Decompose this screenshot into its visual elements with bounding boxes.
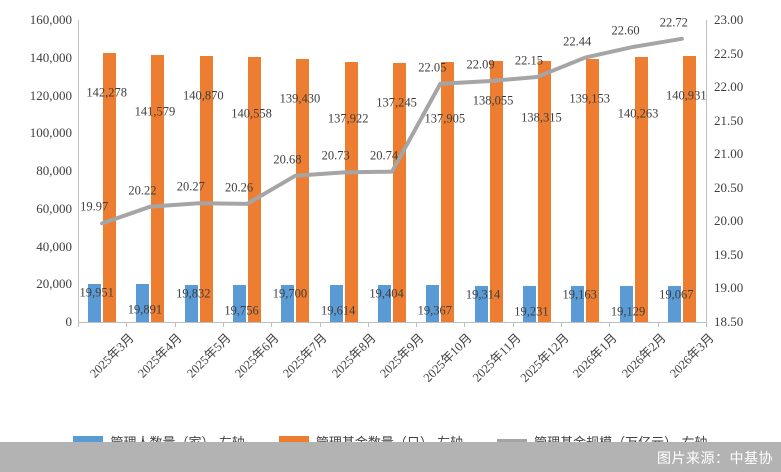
bar <box>393 62 406 322</box>
x-axis-tick <box>512 322 514 327</box>
bar <box>136 284 150 322</box>
right-axis-tick-label: 21.00 <box>714 146 744 162</box>
bar <box>426 285 440 322</box>
right-axis-tick-label: 22.50 <box>714 45 744 61</box>
left-axis-tick-label: 40,000 <box>36 238 72 254</box>
legend-line-swatch-icon <box>497 439 528 443</box>
x-axis-tick <box>271 322 273 327</box>
bar <box>522 285 536 322</box>
bar <box>667 286 681 322</box>
bar <box>184 284 198 322</box>
bar <box>634 57 648 322</box>
left-axis-tick-label: 0 <box>65 314 73 329</box>
line-series <box>100 36 684 226</box>
category-label: 2025年11月 <box>469 330 524 385</box>
x-axis-tick <box>657 322 659 327</box>
left-axis-tick-label: 120,000 <box>29 87 72 103</box>
bar <box>88 284 102 322</box>
category-label: 2025年6月 <box>232 330 282 381</box>
source-watermark: 图片来源：中基协 <box>657 450 773 466</box>
bar <box>489 61 503 322</box>
bar <box>151 54 165 322</box>
x-axis-tick <box>706 322 707 327</box>
right-axis-tick-label: 20.00 <box>714 213 744 229</box>
category-label: 2025年3月 <box>87 330 137 381</box>
right-axis-tick-label: 21.50 <box>714 112 744 128</box>
category-label: 2026年2月 <box>618 330 669 381</box>
bar <box>682 56 696 322</box>
right-axis-tick-label: 20.50 <box>714 179 744 195</box>
left-axis-tick-label: 160,000 <box>29 12 72 27</box>
category-label: 2025年10月 <box>420 330 476 385</box>
category-label: 2025年8月 <box>328 330 379 381</box>
x-axis-tick <box>222 322 224 327</box>
category-axis-labels: 2025年3月 2025年4月 2025年5月 2025年6月 2025年7月 2025年… <box>78 328 716 420</box>
category-label: 2025年7月 <box>280 330 331 381</box>
x-axis-tick <box>609 322 611 327</box>
x-axis-tick <box>174 322 176 327</box>
x-axis-tick <box>319 322 321 327</box>
bar <box>296 58 310 322</box>
bar <box>344 61 358 322</box>
bar <box>571 285 585 322</box>
plot-area: 19,951 19,891 19,832 19,756 19,700 19,614 19,4… <box>78 15 707 322</box>
bar <box>619 285 633 322</box>
x-axis-tick <box>561 322 563 327</box>
category-label: 2025年4月 <box>135 330 186 381</box>
right-axis-line <box>706 20 707 323</box>
x-axis-tick <box>78 322 79 327</box>
right-axis-tick-label: 18.50 <box>714 314 744 329</box>
bar <box>103 53 117 322</box>
legend-bar-swatch-icon <box>278 435 309 447</box>
category-label: 2026年3月 <box>666 330 717 381</box>
bar <box>537 60 551 322</box>
x-axis-tick <box>367 322 369 327</box>
category-label: 2025年5月 <box>183 330 234 381</box>
bar <box>586 59 600 322</box>
x-axis-tick <box>464 322 466 327</box>
bar <box>233 284 247 322</box>
x-axis-tick <box>126 322 128 327</box>
footer-band <box>0 442 781 472</box>
x-axis-tick <box>416 322 418 327</box>
bar <box>378 285 391 322</box>
left-axis-tick-label: 60,000 <box>36 200 72 216</box>
bar <box>281 284 295 322</box>
category-label: 2025年12月 <box>517 330 572 385</box>
left-axis-line <box>78 20 79 323</box>
legend-bar-swatch-icon <box>73 435 104 447</box>
right-axis-tick-label: 19.00 <box>714 280 744 296</box>
bar <box>441 61 455 322</box>
bar <box>329 284 343 322</box>
right-axis-tick-label: 22.00 <box>714 79 744 95</box>
left-axis-tick-label: 20,000 <box>36 276 72 292</box>
bar <box>248 56 262 322</box>
left-axis-tick-label: 80,000 <box>36 163 72 178</box>
x-axis-line <box>78 322 707 323</box>
category-label: 2026年1月 <box>570 330 620 381</box>
left-axis-tick-label: 100,000 <box>29 125 72 141</box>
bar <box>474 285 488 322</box>
bar <box>199 56 213 322</box>
left-axis-tick-label: 140,000 <box>29 49 72 65</box>
right-axis-tick-label: 23.00 <box>714 12 744 27</box>
right-axis-tick-label: 19.50 <box>714 246 744 262</box>
